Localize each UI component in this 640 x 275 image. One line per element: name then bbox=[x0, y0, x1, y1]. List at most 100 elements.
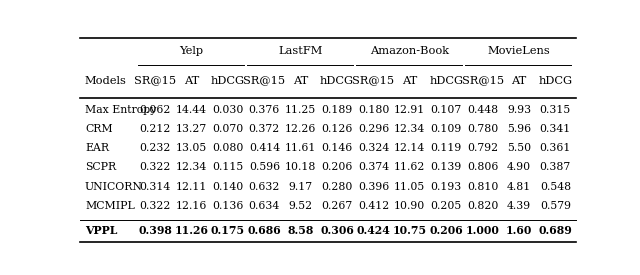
Text: 0.579: 0.579 bbox=[540, 200, 571, 211]
Text: 12.14: 12.14 bbox=[394, 143, 426, 153]
Text: 0.548: 0.548 bbox=[540, 182, 571, 191]
Text: 11.61: 11.61 bbox=[285, 143, 316, 153]
Text: 0.146: 0.146 bbox=[321, 143, 353, 153]
Text: SR@15: SR@15 bbox=[461, 76, 504, 86]
Text: 10.90: 10.90 bbox=[394, 200, 426, 211]
Text: CRM: CRM bbox=[85, 124, 113, 134]
Text: 12.91: 12.91 bbox=[394, 105, 426, 115]
Text: 11.25: 11.25 bbox=[285, 105, 316, 115]
Text: 0.267: 0.267 bbox=[321, 200, 353, 211]
Text: 0.780: 0.780 bbox=[467, 124, 498, 134]
Text: hDCG: hDCG bbox=[320, 76, 354, 86]
Text: 0.634: 0.634 bbox=[249, 200, 280, 211]
Text: 0.632: 0.632 bbox=[249, 182, 280, 191]
Text: Max Entropy: Max Entropy bbox=[85, 105, 156, 115]
Text: UNICORN: UNICORN bbox=[85, 182, 143, 191]
Text: 0.372: 0.372 bbox=[249, 124, 280, 134]
Text: 9.93: 9.93 bbox=[507, 105, 531, 115]
Text: 13.27: 13.27 bbox=[176, 124, 207, 134]
Text: 12.34: 12.34 bbox=[394, 124, 426, 134]
Text: 0.322: 0.322 bbox=[140, 163, 171, 172]
Text: AT: AT bbox=[402, 76, 417, 86]
Text: 0.206: 0.206 bbox=[321, 163, 353, 172]
Text: 9.17: 9.17 bbox=[289, 182, 313, 191]
Text: 0.205: 0.205 bbox=[431, 200, 462, 211]
Text: VPPL: VPPL bbox=[85, 226, 117, 236]
Text: 12.16: 12.16 bbox=[176, 200, 207, 211]
Text: 12.34: 12.34 bbox=[176, 163, 207, 172]
Text: 0.115: 0.115 bbox=[212, 163, 244, 172]
Text: 0.139: 0.139 bbox=[431, 163, 462, 172]
Text: 0.387: 0.387 bbox=[540, 163, 571, 172]
Text: 0.280: 0.280 bbox=[321, 182, 353, 191]
Text: hDCG: hDCG bbox=[538, 76, 572, 86]
Text: SR@15: SR@15 bbox=[243, 76, 285, 86]
Text: 1.000: 1.000 bbox=[466, 226, 500, 236]
Text: 9.52: 9.52 bbox=[289, 200, 313, 211]
Text: 13.05: 13.05 bbox=[176, 143, 207, 153]
Text: SR@15: SR@15 bbox=[134, 76, 176, 86]
Text: AT: AT bbox=[293, 76, 308, 86]
Text: 0.030: 0.030 bbox=[212, 105, 244, 115]
Text: 0.175: 0.175 bbox=[211, 226, 245, 236]
Text: 14.44: 14.44 bbox=[176, 105, 207, 115]
Text: 0.206: 0.206 bbox=[429, 226, 463, 236]
Text: 0.361: 0.361 bbox=[540, 143, 571, 153]
Text: 0.686: 0.686 bbox=[248, 226, 281, 236]
Text: 0.212: 0.212 bbox=[140, 124, 171, 134]
Text: 0.341: 0.341 bbox=[540, 124, 571, 134]
Text: 11.05: 11.05 bbox=[394, 182, 426, 191]
Text: 0.107: 0.107 bbox=[431, 105, 462, 115]
Text: 0.314: 0.314 bbox=[140, 182, 171, 191]
Text: 0.296: 0.296 bbox=[358, 124, 389, 134]
Text: 0.062: 0.062 bbox=[140, 105, 171, 115]
Text: MCMIPL: MCMIPL bbox=[85, 200, 134, 211]
Text: 0.109: 0.109 bbox=[431, 124, 462, 134]
Text: Yelp: Yelp bbox=[180, 46, 204, 56]
Text: 4.81: 4.81 bbox=[507, 182, 531, 191]
Text: 0.119: 0.119 bbox=[431, 143, 462, 153]
Text: 0.596: 0.596 bbox=[249, 163, 280, 172]
Text: 8.58: 8.58 bbox=[287, 226, 314, 236]
Text: 0.374: 0.374 bbox=[358, 163, 389, 172]
Text: 0.193: 0.193 bbox=[431, 182, 462, 191]
Text: 0.232: 0.232 bbox=[140, 143, 171, 153]
Text: AT: AT bbox=[184, 76, 199, 86]
Text: 10.75: 10.75 bbox=[393, 226, 427, 236]
Text: 5.96: 5.96 bbox=[507, 124, 531, 134]
Text: 10.18: 10.18 bbox=[285, 163, 316, 172]
Text: 0.398: 0.398 bbox=[138, 226, 172, 236]
Text: 0.180: 0.180 bbox=[358, 105, 389, 115]
Text: 0.126: 0.126 bbox=[321, 124, 353, 134]
Text: 4.90: 4.90 bbox=[507, 163, 531, 172]
Text: MovieLens: MovieLens bbox=[488, 46, 550, 56]
Text: 0.792: 0.792 bbox=[467, 143, 498, 153]
Text: 0.414: 0.414 bbox=[249, 143, 280, 153]
Text: LastFM: LastFM bbox=[278, 46, 323, 56]
Text: 0.322: 0.322 bbox=[140, 200, 171, 211]
Text: hDCG: hDCG bbox=[211, 76, 245, 86]
Text: 12.11: 12.11 bbox=[176, 182, 207, 191]
Text: 0.689: 0.689 bbox=[538, 226, 572, 236]
Text: Amazon-Book: Amazon-Book bbox=[371, 46, 449, 56]
Text: hDCG: hDCG bbox=[429, 76, 463, 86]
Text: 0.070: 0.070 bbox=[212, 124, 244, 134]
Text: 4.39: 4.39 bbox=[507, 200, 531, 211]
Text: 0.396: 0.396 bbox=[358, 182, 389, 191]
Text: 11.62: 11.62 bbox=[394, 163, 426, 172]
Text: 0.324: 0.324 bbox=[358, 143, 389, 153]
Text: 0.136: 0.136 bbox=[212, 200, 244, 211]
Text: 0.810: 0.810 bbox=[467, 182, 499, 191]
Text: 1.60: 1.60 bbox=[506, 226, 532, 236]
Text: 0.140: 0.140 bbox=[212, 182, 244, 191]
Text: 12.26: 12.26 bbox=[285, 124, 316, 134]
Text: 0.376: 0.376 bbox=[249, 105, 280, 115]
Text: 0.412: 0.412 bbox=[358, 200, 389, 211]
Text: 11.26: 11.26 bbox=[175, 226, 209, 236]
Text: AT: AT bbox=[511, 76, 527, 86]
Text: 0.315: 0.315 bbox=[540, 105, 571, 115]
Text: 5.50: 5.50 bbox=[507, 143, 531, 153]
Text: 0.306: 0.306 bbox=[320, 226, 354, 236]
Text: 0.424: 0.424 bbox=[356, 226, 390, 236]
Text: SR@15: SR@15 bbox=[353, 76, 394, 86]
